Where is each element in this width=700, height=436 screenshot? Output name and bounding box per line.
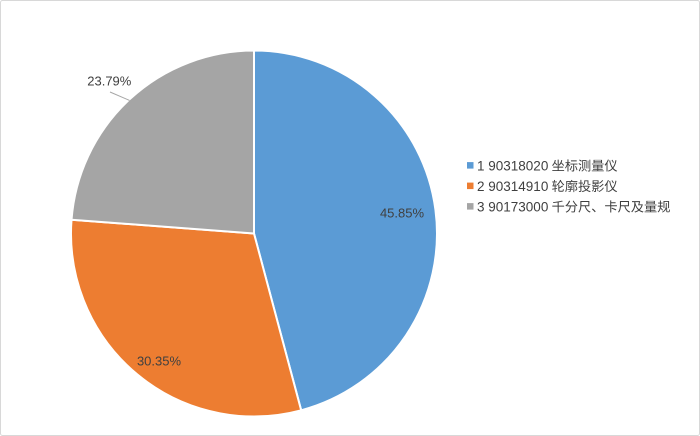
svg-text:45.85%: 45.85%: [380, 206, 425, 221]
svg-text:30.35%: 30.35%: [137, 354, 182, 369]
svg-text:23.79%: 23.79%: [87, 74, 132, 89]
svg-text:1 90318020: 1 90318020: [477, 159, 548, 174]
svg-text:2 90314910: 2 90314910: [477, 179, 548, 194]
svg-text:3 90173000: 3 90173000: [477, 200, 548, 215]
